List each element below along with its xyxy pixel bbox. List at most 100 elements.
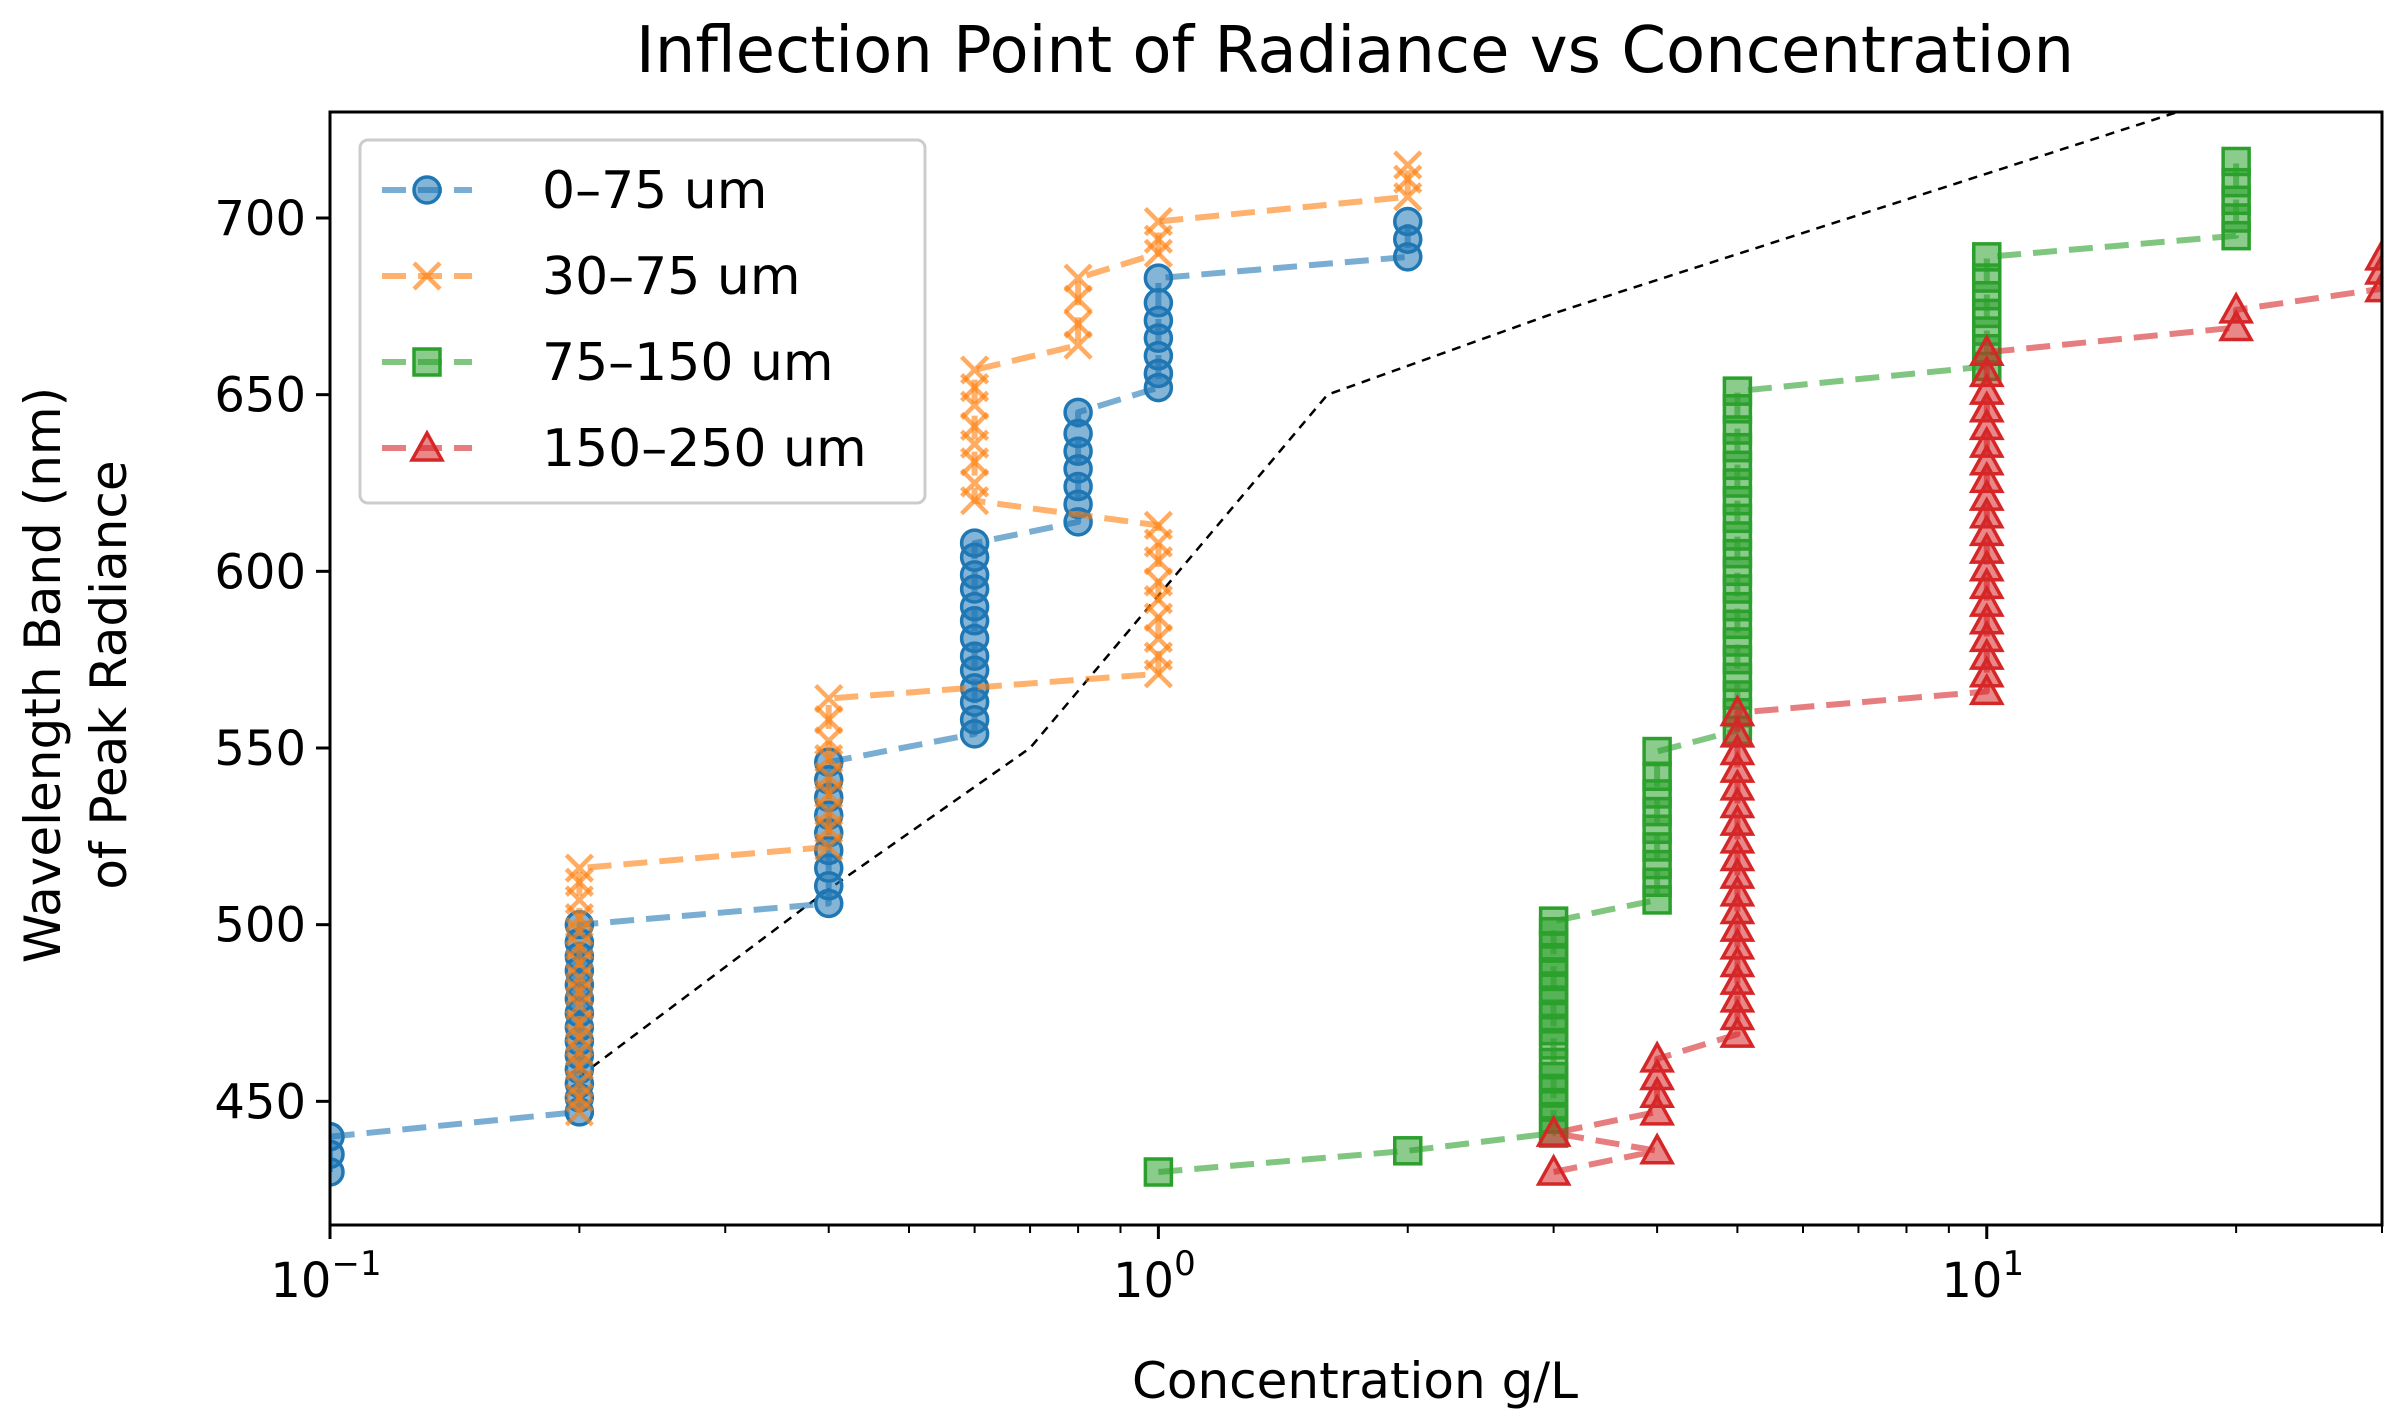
series-3-point-0 [1535, 1153, 1572, 1186]
series-3-point-25 [1719, 694, 1756, 727]
series-3-point-5 [1639, 1058, 1676, 1091]
series-2-point-1 [1392, 1136, 1423, 1166]
y-axis-label: Wavelength Band (nm) of Peak Radiance [14, 387, 138, 963]
series-3-point-50 [2364, 238, 2382, 271]
series-3-point-11 [1719, 944, 1756, 978]
series-3-point-47 [2218, 291, 2255, 324]
series-3-point-38 [1968, 460, 2005, 494]
x-axis-label: Concentration g/L [1132, 1352, 1578, 1410]
legend-entry-1: 30–75 um [382, 247, 800, 307]
series-1-point-5 [564, 1023, 594, 1053]
legend-entry-1-marker [412, 261, 442, 291]
series-3-point-30 [1968, 602, 2005, 635]
y-tick-label-5: 700 [214, 191, 306, 247]
series-3-point-24 [1719, 715, 1756, 748]
series-3-point-17 [1719, 838, 1756, 872]
series-1-point-36 [960, 468, 990, 498]
series-3-point-21 [1719, 768, 1756, 801]
series-2-point-17 [1538, 906, 1569, 936]
y-axis-label-line-1: Wavelength Band (nm) [14, 387, 72, 963]
series-1-point-47 [1143, 238, 1173, 268]
series-0-point-2 [330, 1121, 345, 1152]
series-3-point-2 [1535, 1114, 1572, 1147]
series-3-point-3 [1639, 1093, 1676, 1126]
series-3-point-6 [1639, 1040, 1676, 1073]
legend-entry-0-marker [412, 175, 442, 205]
y-axis-label-line-2: of Peak Radiance [80, 460, 138, 889]
series-3-point-27 [1968, 655, 2005, 688]
x-tick-label-2: 101 [1941, 1244, 2024, 1309]
series-2-point-0 [1143, 1157, 1174, 1187]
legend-entry-2-marker [412, 347, 442, 377]
series-1-point-0 [564, 1097, 594, 1127]
series-1-point-24 [814, 705, 844, 735]
series-3-point-18 [1719, 821, 1756, 854]
series-1-point-31 [1143, 567, 1173, 597]
series-0-point-52 [1143, 263, 1174, 293]
series-3-point-16 [1719, 856, 1756, 889]
series-3-point-4 [1639, 1075, 1676, 1108]
x-tick-label-1: 100 [1113, 1244, 1196, 1309]
series-3-point-19 [1719, 803, 1756, 836]
legend-entry-1-label: 30–75 um [542, 247, 800, 307]
series-1-point-11 [564, 931, 594, 961]
series-1-point-28 [1143, 623, 1173, 654]
series-3-point-46 [2218, 308, 2255, 342]
series-3-point-35 [1968, 513, 2005, 547]
series-1-point-8 [564, 977, 594, 1007]
series-2-point-26 [1642, 736, 1672, 767]
series-3-point-1 [1639, 1132, 1676, 1165]
series-3-point-43 [1968, 372, 2005, 405]
series-1-point-7 [564, 991, 594, 1021]
series-3-point-20 [1719, 785, 1756, 819]
series-0-point-38 [959, 528, 990, 558]
series-3-point-23 [1719, 732, 1756, 766]
series-1-point-49 [1143, 206, 1173, 237]
legend-entry-3-label: 150–250 um [542, 419, 867, 479]
series-1-point-42 [960, 355, 990, 385]
series-3-point-13 [1719, 909, 1756, 942]
legend-box [358, 138, 927, 505]
series-1-point-3 [564, 1051, 594, 1081]
series-1-point-39 [960, 411, 990, 442]
y-tick-label-2: 550 [214, 721, 306, 777]
series-1-point-25 [814, 683, 844, 714]
series-2-point-46 [1722, 376, 1753, 406]
legend-entry-3: 150–250 um [382, 419, 867, 479]
series-3-point-36 [1968, 496, 2005, 529]
series-3-point-39 [1968, 443, 2005, 476]
series-3-point-40 [1968, 425, 2005, 458]
series-0-point-55 [1392, 206, 1423, 237]
series-2-point-58 [2221, 146, 2251, 177]
series-1-point-4 [564, 1037, 594, 1067]
series-3-point-7 [1719, 1015, 1756, 1048]
series-1-point-34 [1143, 510, 1173, 540]
legend-entry-3-marker [409, 429, 445, 462]
legend: 0–75 um 30–75 um 75–150 um 150–250 um [358, 138, 927, 505]
series-3 [1535, 238, 2382, 1186]
series-3-point-37 [1968, 478, 2005, 511]
series-3-point-10 [1719, 962, 1756, 995]
series-3-point-22 [1719, 750, 1756, 783]
series-2-point-53 [1972, 242, 2002, 272]
series-3-point-34 [1968, 531, 2005, 564]
series-1-point-43 [1063, 330, 1093, 360]
y-tick-label-3: 600 [214, 544, 306, 600]
series-1-point-23 [814, 726, 844, 756]
x-tick-label-0: 10−1 [270, 1244, 381, 1309]
series-3-point-29 [1968, 619, 2005, 653]
y-tick-label-0: 450 [214, 1074, 306, 1130]
series-3-point-48 [2364, 270, 2382, 303]
series-3-point-26 [1968, 672, 2005, 706]
y-tick-label-1: 500 [214, 898, 306, 954]
legend-entry-0: 0–75 um [382, 161, 767, 221]
series-3-point-32 [1968, 566, 2005, 600]
y-tick-label-4: 650 [214, 368, 306, 424]
series-3-point-42 [1968, 390, 2005, 423]
series-1-point-44 [1063, 309, 1093, 339]
series-1-point-1 [564, 1083, 594, 1113]
series-0-point-51 [1143, 288, 1174, 318]
series-1-point-51 [1393, 164, 1423, 194]
series-3-point-41 [1968, 407, 2005, 441]
series-1-point-52 [1393, 150, 1423, 180]
